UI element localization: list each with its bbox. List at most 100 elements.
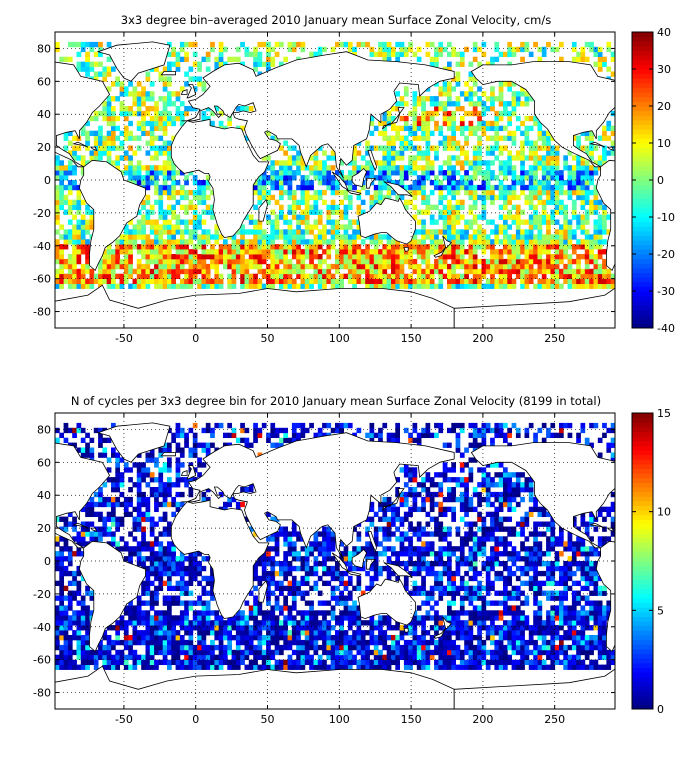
- grid-bin: [141, 249, 146, 255]
- grid-bin: [326, 219, 332, 225]
- grid-bin: [317, 273, 323, 280]
- grid-bin: [76, 610, 82, 616]
- grid-bin: [227, 644, 233, 651]
- grid-bin: [184, 239, 189, 245]
- grid-bin: [63, 615, 69, 621]
- grid-bin: [399, 625, 405, 631]
- grid-bin: [584, 180, 590, 186]
- grid-bin: [550, 620, 556, 626]
- grid-bin: [429, 110, 435, 117]
- grid-bin: [201, 219, 207, 225]
- grid-bin: [175, 214, 181, 220]
- grid-bin: [455, 140, 461, 146]
- grid-bin: [459, 115, 465, 122]
- grid-bin: [80, 165, 86, 171]
- grid-bin: [593, 244, 599, 250]
- grid-bin: [571, 615, 577, 621]
- grid-bin: [593, 219, 599, 225]
- grid-bin: [128, 110, 133, 117]
- grid-bin: [451, 175, 457, 181]
- grid-bin: [584, 239, 590, 245]
- grid-bin: [214, 249, 220, 255]
- grid-bin: [136, 610, 142, 616]
- grid-bin: [584, 41, 590, 48]
- grid-bin: [93, 150, 99, 156]
- grid-bin: [382, 254, 388, 260]
- grid-bin: [537, 249, 543, 255]
- grid-bin: [485, 585, 491, 592]
- grid-bin: [330, 659, 336, 666]
- grid-bin: [279, 170, 284, 176]
- grid-bin: [550, 263, 556, 270]
- grid-bin: [425, 268, 431, 275]
- grid-bin: [597, 610, 603, 616]
- grid-bin: [584, 165, 590, 171]
- grid-bin: [459, 180, 465, 186]
- grid-bin: [455, 625, 461, 631]
- grid-bin: [412, 194, 418, 201]
- grid-bin: [162, 160, 168, 166]
- grid-bin: [55, 268, 60, 275]
- grid-bin: [464, 635, 469, 641]
- grid-bin: [546, 258, 551, 265]
- grid-bin: [223, 258, 228, 265]
- grid-bin: [520, 615, 525, 621]
- grid-bin: [412, 610, 418, 616]
- grid-bin: [455, 96, 461, 102]
- grid-bin: [266, 664, 271, 670]
- grid-bin: [106, 115, 112, 122]
- grid-bin: [347, 610, 353, 616]
- grid-bin: [227, 620, 233, 626]
- grid-bin: [184, 600, 189, 606]
- grid-bin: [244, 258, 250, 265]
- grid-bin: [403, 170, 409, 176]
- grid-bin: [447, 254, 452, 260]
- grid-bin: [386, 249, 392, 255]
- grid-bin: [326, 644, 332, 651]
- grid-bin: [584, 600, 590, 606]
- grid-bin: [67, 615, 73, 621]
- grid-bin: [106, 145, 112, 151]
- grid-bin: [494, 615, 500, 621]
- grid-bin: [89, 590, 95, 596]
- grid-bin: [214, 610, 220, 616]
- grid-bin: [347, 46, 353, 53]
- grid-bin: [403, 283, 409, 289]
- grid-bin: [218, 254, 224, 260]
- grid-bin: [485, 219, 491, 225]
- grid-bin: [317, 630, 323, 636]
- grid-bin: [602, 635, 607, 641]
- grid-bin: [72, 150, 77, 156]
- grid-bin: [421, 625, 426, 631]
- grid-bin: [141, 630, 146, 636]
- grid-bin: [550, 239, 556, 245]
- grid-bin: [537, 254, 543, 260]
- grid-bin: [201, 180, 207, 186]
- grid-bin: [158, 76, 164, 82]
- grid-bin: [515, 595, 521, 601]
- grid-bin: [111, 125, 116, 132]
- grid-bin: [520, 41, 525, 48]
- grid-bin: [352, 605, 357, 611]
- grid-bin: [205, 66, 211, 72]
- grid-bin: [55, 283, 60, 289]
- grid-bin: [287, 194, 293, 201]
- grid-bin: [442, 258, 448, 265]
- grid-bin: [481, 184, 487, 191]
- grid-bin: [386, 184, 392, 191]
- grid-bin: [55, 659, 60, 666]
- grid-bin: [214, 278, 220, 285]
- grid-bin: [309, 605, 314, 611]
- grid-bin: [111, 160, 116, 166]
- grid-bin: [149, 120, 155, 127]
- grid-bin: [210, 590, 215, 596]
- grid-bin: [412, 120, 418, 127]
- grid-bin: [515, 273, 521, 280]
- grid-bin: [253, 600, 258, 606]
- grid-bin: [270, 46, 276, 53]
- grid-bin: [253, 204, 258, 211]
- grid-bin: [167, 664, 172, 670]
- grid-bin: [123, 254, 129, 260]
- grid-bin: [511, 244, 517, 250]
- grid-bin: [447, 615, 452, 621]
